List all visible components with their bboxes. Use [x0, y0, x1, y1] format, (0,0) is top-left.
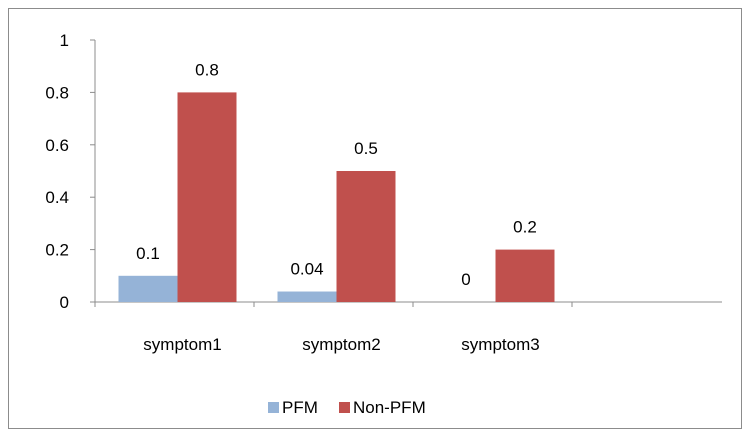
y-tick-label: 0.8 — [45, 83, 69, 102]
y-tick-label: 1 — [60, 31, 69, 50]
data-label: 0.1 — [136, 244, 160, 263]
legend: PFM Non-PFM — [268, 398, 426, 417]
data-label: 0 — [461, 270, 470, 289]
bars — [118, 92, 555, 303]
data-label: 0.04 — [290, 260, 323, 279]
legend-swatch — [268, 402, 279, 413]
legend-label: PFM — [282, 398, 318, 417]
y-tick-label: 0.6 — [45, 136, 69, 155]
data-labels: 0.1 0.8 0.04 0.5 0 0.2 — [136, 60, 537, 289]
data-label: 0.2 — [513, 218, 537, 237]
y-tick-label: 0.2 — [45, 241, 69, 260]
bar-non-pfm-symptom3 — [495, 249, 555, 302]
legend-label: Non-PFM — [353, 398, 426, 417]
bar-pfm-symptom2 — [277, 291, 337, 302]
y-tick-label: 0.4 — [45, 188, 69, 207]
bar-non-pfm-symptom1 — [177, 92, 237, 303]
legend-swatch — [339, 402, 350, 413]
x-category-label: symptom3 — [461, 335, 539, 354]
x-category-label: symptom1 — [143, 335, 221, 354]
bar-non-pfm-symptom2 — [336, 171, 396, 302]
bar-pfm-symptom1 — [118, 275, 178, 302]
x-category-label: symptom2 — [302, 335, 380, 354]
y-tick-label: 0 — [60, 293, 69, 312]
data-label: 0.5 — [354, 139, 378, 158]
data-label: 0.8 — [195, 60, 219, 79]
